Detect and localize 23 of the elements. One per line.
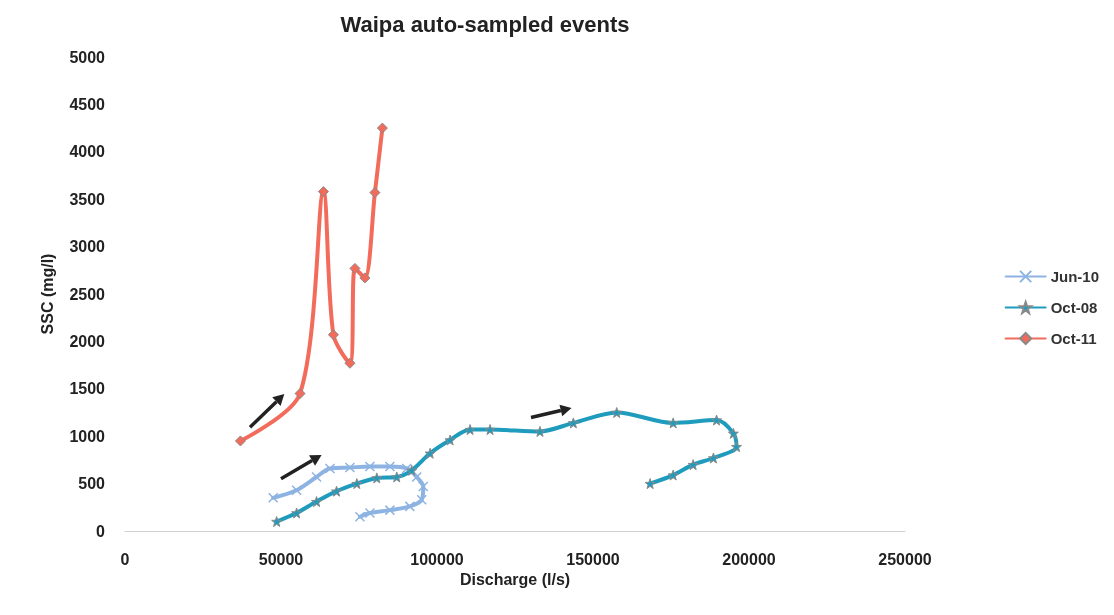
x-tick-label: 200000 — [722, 550, 776, 568]
x-tick-label: 100000 — [410, 550, 464, 568]
legend-label: Oct-08 — [1050, 299, 1098, 316]
y-tick-label: 500 — [78, 475, 106, 493]
x-tick-label: 0 — [120, 550, 130, 568]
y-tick-label: 4500 — [69, 95, 106, 113]
y-tick-label: 1000 — [69, 427, 106, 445]
y-tick-label: 4000 — [69, 143, 106, 161]
x-tick-label: 150000 — [566, 550, 620, 568]
x-tick-label: 50000 — [258, 550, 304, 568]
x-axis-title: Discharge (l/s) — [459, 571, 571, 589]
legend-label: Jun-10 — [1050, 268, 1100, 285]
y-tick-label: 5000 — [69, 48, 106, 66]
y-tick-label: 3500 — [69, 190, 106, 208]
chart-title: Waipa auto-sampled events — [340, 11, 630, 37]
y-tick-label: 1500 — [69, 380, 106, 398]
y-tick-label: 2000 — [69, 332, 106, 350]
y-tick-label: 0 — [96, 522, 106, 540]
legend-label: Oct-11 — [1050, 330, 1097, 347]
y-tick-label: 3000 — [69, 238, 106, 256]
y-tick-label: 2500 — [69, 285, 106, 303]
y-axis-title: SSC (mg/l) — [38, 253, 56, 335]
x-tick-label: 250000 — [878, 550, 932, 568]
